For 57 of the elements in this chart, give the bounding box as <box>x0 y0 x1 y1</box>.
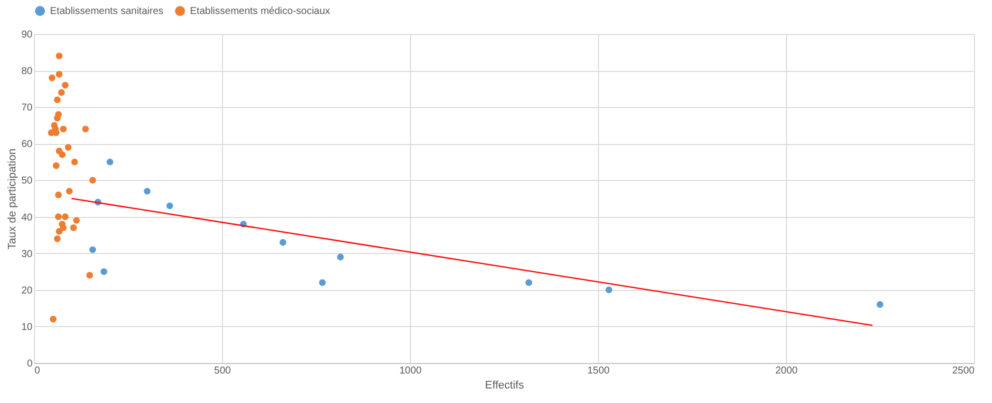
y-tick-label: 40 <box>21 212 33 224</box>
y-tick-label: 50 <box>21 176 33 187</box>
x-axis-title: Effectifs <box>485 380 524 392</box>
x-tick-label: 2000 <box>775 366 798 376</box>
point <box>876 301 884 308</box>
y-tick-label: 70 <box>21 102 33 114</box>
point <box>319 279 326 286</box>
point <box>100 268 108 275</box>
point <box>86 272 93 279</box>
y-tick-label: 60 <box>21 139 33 150</box>
point <box>52 162 60 169</box>
x-tick-label: 1000 <box>399 366 422 376</box>
point <box>56 70 63 78</box>
point <box>525 279 532 286</box>
point <box>106 158 114 166</box>
x-tick-label: 500 <box>214 366 232 376</box>
point <box>54 235 61 242</box>
point <box>55 191 62 198</box>
x-tick-label: 1500 <box>587 366 610 376</box>
point <box>337 254 344 260</box>
point <box>58 89 65 96</box>
point <box>70 224 77 232</box>
x-tick-label: 0 <box>34 366 40 376</box>
point <box>71 158 78 166</box>
point <box>89 246 96 254</box>
point <box>56 228 63 235</box>
point <box>54 96 61 104</box>
y-tick-label: 80 <box>21 66 33 78</box>
y-tick-label: 0 <box>26 358 33 370</box>
y-tick-label: 20 <box>21 285 33 296</box>
point <box>166 202 174 210</box>
y-tick-label: 90 <box>21 30 33 40</box>
y-tick-label: 30 <box>21 248 33 260</box>
y-axis-title: Taux de participation <box>6 148 18 250</box>
point <box>606 286 612 294</box>
point <box>54 114 61 122</box>
point <box>58 151 66 158</box>
y-tick-label: 10 <box>21 322 33 333</box>
point <box>144 188 151 195</box>
point <box>52 129 60 136</box>
point <box>60 224 67 232</box>
x-tick-label: 2500 <box>952 366 975 376</box>
point <box>66 188 73 195</box>
legend-label: Etablissements sanitaires <box>50 6 164 17</box>
legend-label: Etablissements médico-sociaux <box>190 6 330 17</box>
point <box>55 213 62 220</box>
point <box>62 82 69 89</box>
point <box>73 217 80 224</box>
point <box>56 52 63 60</box>
point <box>82 126 89 132</box>
point <box>62 213 69 220</box>
point <box>89 176 96 184</box>
point <box>48 74 56 82</box>
point <box>280 239 286 246</box>
point <box>50 316 57 322</box>
point <box>64 144 72 151</box>
point <box>60 126 67 132</box>
